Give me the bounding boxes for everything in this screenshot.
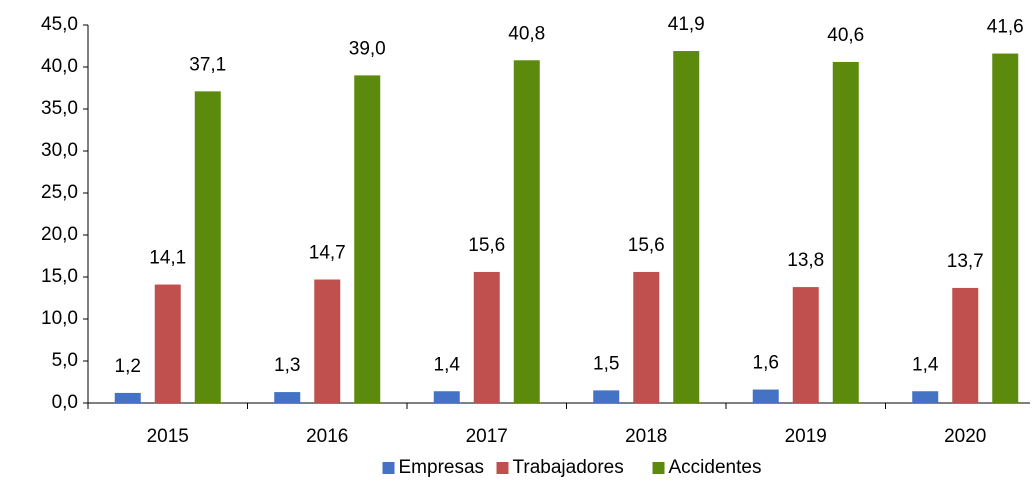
value-label: 41,9 bbox=[668, 14, 705, 35]
y-tick-label: 0,0 bbox=[52, 392, 78, 413]
value-label: 40,6 bbox=[827, 25, 864, 46]
value-label: 1,2 bbox=[115, 356, 141, 377]
bar bbox=[354, 75, 381, 404]
value-label: 37,1 bbox=[189, 54, 226, 75]
y-tick-label: 10,0 bbox=[41, 308, 78, 329]
y-tick-label: 40,0 bbox=[41, 56, 78, 77]
bar bbox=[513, 60, 540, 403]
bar bbox=[114, 392, 141, 403]
value-label: 1,5 bbox=[593, 353, 619, 374]
bar bbox=[752, 389, 779, 403]
y-tick-label: 20,0 bbox=[41, 224, 78, 245]
x-tick-label: 2017 bbox=[466, 426, 508, 447]
value-label: 15,6 bbox=[628, 235, 665, 256]
bar bbox=[314, 279, 341, 403]
bar bbox=[673, 51, 700, 403]
value-label: 1,3 bbox=[274, 355, 300, 376]
bar bbox=[274, 392, 301, 403]
value-label: 40,8 bbox=[508, 23, 545, 44]
x-tick-label: 2016 bbox=[306, 426, 348, 447]
value-label: 15,6 bbox=[468, 235, 505, 256]
y-tick-label: 30,0 bbox=[41, 140, 78, 161]
value-label: 14,7 bbox=[309, 243, 346, 264]
value-label: 13,7 bbox=[947, 251, 984, 272]
value-label: 1,4 bbox=[434, 354, 461, 375]
x-tick-label: 2020 bbox=[944, 426, 986, 447]
bar bbox=[992, 53, 1019, 404]
legend-swatch bbox=[382, 462, 395, 474]
legend-label: Empresas bbox=[399, 457, 485, 478]
x-tick-label: 2019 bbox=[785, 426, 827, 447]
x-tick-label: 2015 bbox=[147, 426, 189, 447]
y-tick-label: 45,0 bbox=[41, 14, 78, 35]
legend-swatch bbox=[496, 462, 509, 474]
y-tick-label: 5,0 bbox=[52, 350, 78, 371]
value-label: 39,0 bbox=[349, 38, 386, 59]
bar bbox=[593, 390, 620, 403]
value-label: 1,4 bbox=[912, 354, 939, 375]
x-tick-label: 2018 bbox=[625, 426, 667, 447]
bar bbox=[952, 287, 979, 403]
bar bbox=[473, 271, 500, 403]
legend-label: Accidentes bbox=[669, 457, 762, 478]
value-label: 14,1 bbox=[149, 248, 186, 269]
bar bbox=[154, 284, 181, 403]
value-label: 13,8 bbox=[787, 250, 824, 271]
bar bbox=[832, 61, 859, 404]
legend-label: Trabajadores bbox=[513, 457, 624, 478]
y-tick-label: 25,0 bbox=[41, 182, 78, 203]
value-label: 1,6 bbox=[753, 353, 779, 374]
bar bbox=[433, 391, 460, 403]
bar bbox=[912, 391, 939, 403]
y-tick-label: 35,0 bbox=[41, 98, 78, 119]
legend-swatch bbox=[652, 462, 665, 474]
bar bbox=[792, 287, 819, 403]
y-tick-label: 15,0 bbox=[41, 266, 78, 287]
value-label: 41,6 bbox=[987, 17, 1024, 38]
bar bbox=[194, 91, 221, 404]
bar bbox=[633, 271, 660, 403]
